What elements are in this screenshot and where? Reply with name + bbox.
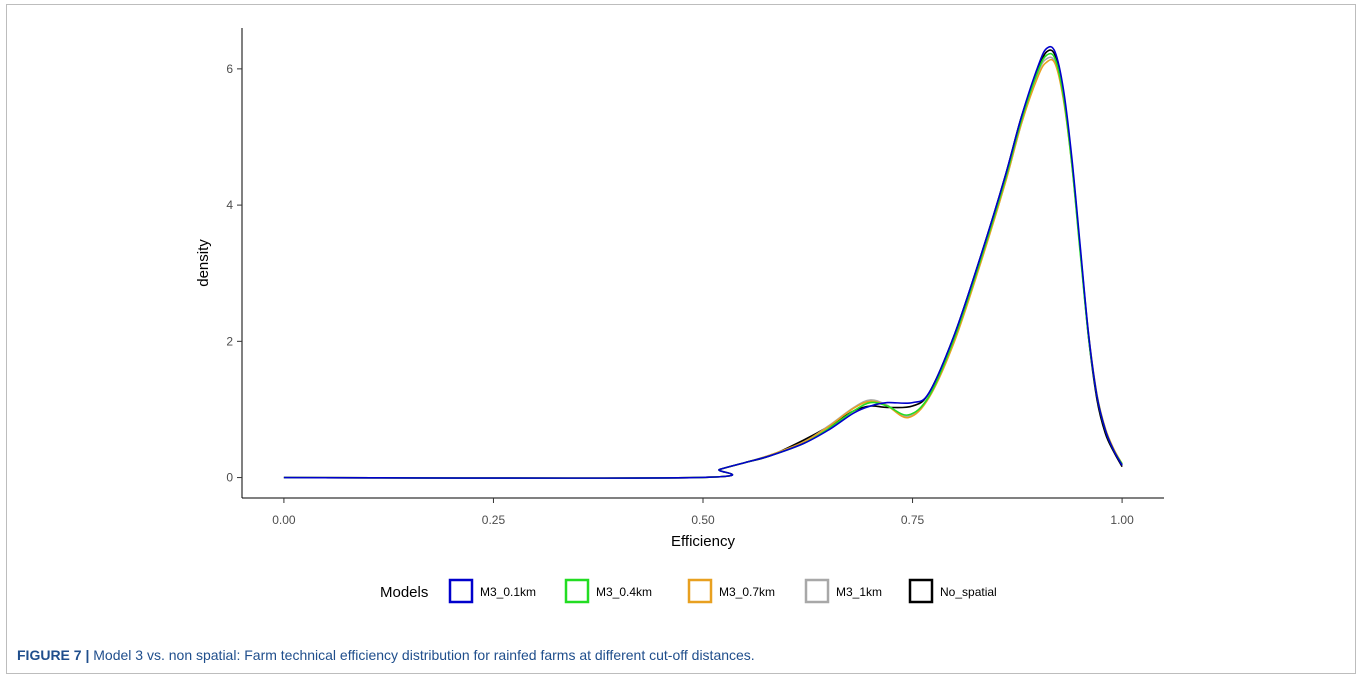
series-line-m3-1km <box>283 56 1123 479</box>
legend-label-m3-0-7km: M3_0.7km <box>719 585 775 599</box>
x-tick-label: 1.00 <box>1110 513 1134 527</box>
x-tick-label: 0.25 <box>482 513 506 527</box>
density-chart: 0.00 0.25 0.50 0.75 1.00 0 2 4 6 Efficiency densit… <box>195 28 1164 604</box>
x-axis-label: Efficiency <box>671 533 735 550</box>
figure-frame <box>6 4 1356 674</box>
legend-label-m3-1km: M3_1km <box>836 585 882 599</box>
y-axis-label: density <box>195 239 212 287</box>
legend-label-no-spatial: No_spatial <box>940 585 997 599</box>
x-tick-label: 0.75 <box>901 513 925 527</box>
legend-title: Models <box>380 584 428 601</box>
series-line-m3-0-7km <box>283 58 1123 479</box>
y-tick-label: 2 <box>226 334 233 348</box>
legend-swatch-m3-0-7km <box>687 578 713 604</box>
legend-swatch-no-spatial <box>908 578 934 604</box>
caption-label: FIGURE 7 | <box>17 647 90 663</box>
figure-caption: FIGURE 7 | Model 3 vs. non spatial: Farm… <box>17 647 755 663</box>
y-tick-label: 4 <box>226 198 233 212</box>
legend-swatch-m3-1km <box>804 578 830 604</box>
series-line-m3-0-4km <box>283 52 1123 479</box>
x-tick-label: 0.00 <box>272 513 296 527</box>
caption-text: Model 3 vs. non spatial: Farm technical … <box>93 647 755 663</box>
y-tick-label: 6 <box>226 62 233 76</box>
legend-label-m3-0-4km: M3_0.4km <box>596 585 652 599</box>
series-line-m3-0-1km <box>283 45 1123 479</box>
x-tick-label: 0.50 <box>691 513 715 527</box>
legend-label-m3-0-1km: M3_0.1km <box>480 585 536 599</box>
legend-swatch-m3-0-1km <box>448 578 474 604</box>
legend-swatch-m3-0-4km <box>564 578 590 604</box>
series-line-no-spatial <box>283 49 1123 479</box>
y-tick-label: 0 <box>226 471 233 485</box>
